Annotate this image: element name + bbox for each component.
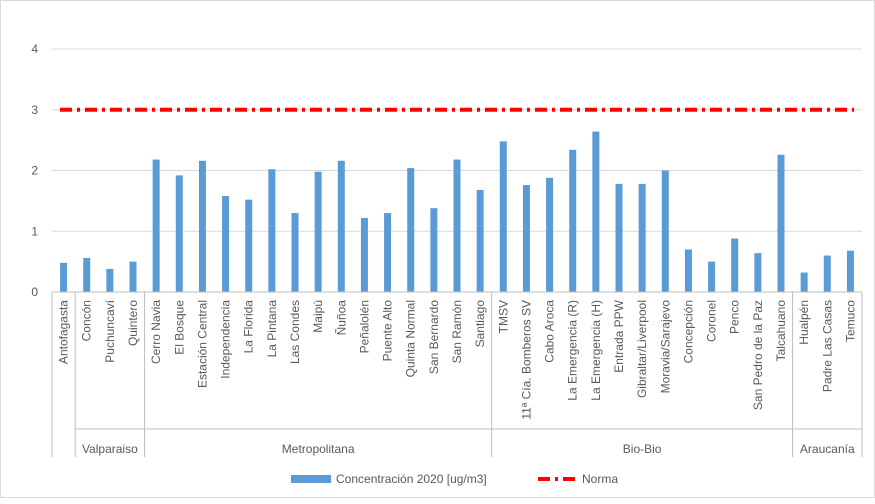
bar	[846, 250, 854, 292]
bar	[684, 249, 692, 292]
bar	[546, 177, 554, 292]
bar	[291, 213, 299, 292]
x-tick-label: TMSV	[496, 300, 510, 333]
x-tick-label: Peñalolén	[357, 300, 371, 353]
x-tick-label: Penco	[728, 300, 742, 334]
x-tick-label: Temuco	[843, 300, 857, 342]
group-label: Araucanía	[800, 442, 855, 456]
bar	[384, 213, 392, 292]
bar	[430, 208, 438, 292]
bar	[175, 175, 183, 292]
x-tick-label: Ñuñoa	[334, 300, 348, 336]
bar	[522, 185, 530, 292]
bar	[407, 168, 415, 292]
bar	[198, 160, 206, 292]
x-tick-label: La Emergencia (H)	[589, 300, 603, 401]
bar	[129, 261, 137, 292]
x-tick-label: Las Condes	[288, 300, 302, 364]
legend-swatch-concentration	[291, 475, 331, 483]
legend-label-concentration: Concentración 2020 [ug/m3]	[336, 472, 487, 486]
x-tick-label: Concepción	[681, 300, 695, 363]
bar	[569, 149, 577, 292]
bar	[800, 272, 808, 292]
x-tick-label: Moravia/Sarajevo	[658, 300, 672, 394]
bar	[661, 170, 669, 292]
x-tick-label: La Pintana	[265, 300, 279, 358]
y-tick-label: 0	[31, 285, 38, 299]
bar	[222, 196, 230, 292]
y-tick-label: 3	[31, 103, 38, 117]
bar	[777, 154, 785, 292]
x-tick-label: Maipú	[311, 300, 325, 333]
x-tick-label: La Emergencia (R)	[566, 300, 580, 401]
y-tick-label: 1	[31, 224, 38, 238]
bar	[268, 169, 276, 292]
y-tick-label: 4	[31, 42, 38, 56]
x-tick-label: Santiago	[473, 300, 487, 348]
bar	[314, 171, 322, 292]
group-label: Valparaiso	[82, 442, 138, 456]
group-label: Bio-Bio	[623, 442, 662, 456]
x-tick-label: 11ª Cía. Bomberos SV	[519, 300, 533, 420]
bar	[453, 159, 461, 292]
bar	[731, 238, 739, 292]
x-tick-label: Padre Las Casas	[820, 300, 834, 392]
bar	[638, 183, 646, 292]
bar	[106, 268, 114, 292]
bar	[708, 261, 716, 292]
x-tick-label: San Pedro de la Paz	[751, 300, 765, 410]
x-tick-label: Estación Central	[195, 300, 209, 388]
x-tick-label: Concón	[80, 300, 94, 341]
x-tick-label: Independencia	[219, 300, 233, 379]
x-tick-label: Hualpén	[797, 300, 811, 345]
bar	[152, 159, 160, 292]
x-tick-label: Entrada PPW	[612, 299, 626, 372]
bar	[499, 141, 507, 292]
x-tick-label: San Ramón	[450, 300, 464, 363]
x-tick-label: Puchuncaví	[103, 299, 117, 362]
x-tick-label: Puente Alto	[381, 300, 395, 362]
x-tick-label: San Bernardo	[427, 300, 441, 374]
legend: Concentración 2020 [ug/m3] Norma	[291, 472, 618, 486]
bar	[337, 160, 345, 292]
y-tick-label: 2	[31, 164, 38, 178]
legend-label-norma: Norma	[582, 472, 618, 486]
bar	[592, 131, 600, 292]
x-tick-label: La Florida	[242, 300, 256, 354]
x-tick-label: Quintero	[126, 300, 140, 346]
bar	[245, 199, 253, 292]
x-tick-label: Cabo Aroca	[543, 300, 557, 363]
x-tick-label: Coronel	[705, 300, 719, 342]
x-tick-label: El Bosque	[172, 300, 186, 355]
bar	[823, 255, 831, 292]
bar	[60, 262, 68, 292]
bar	[83, 257, 91, 292]
x-tick-label: Antofagasta	[57, 300, 71, 364]
x-tick-label: Talcahuano	[774, 300, 788, 362]
x-tick-label: Gibraltar/Liverpool	[635, 300, 649, 398]
bar	[476, 189, 484, 292]
bar	[754, 253, 762, 292]
x-tick-label: Cerro Navia	[149, 300, 163, 364]
bar	[615, 183, 623, 292]
x-tick-label: Quinta Normal	[404, 300, 418, 377]
group-label: Metropolitana	[282, 442, 355, 456]
bar	[360, 217, 368, 292]
